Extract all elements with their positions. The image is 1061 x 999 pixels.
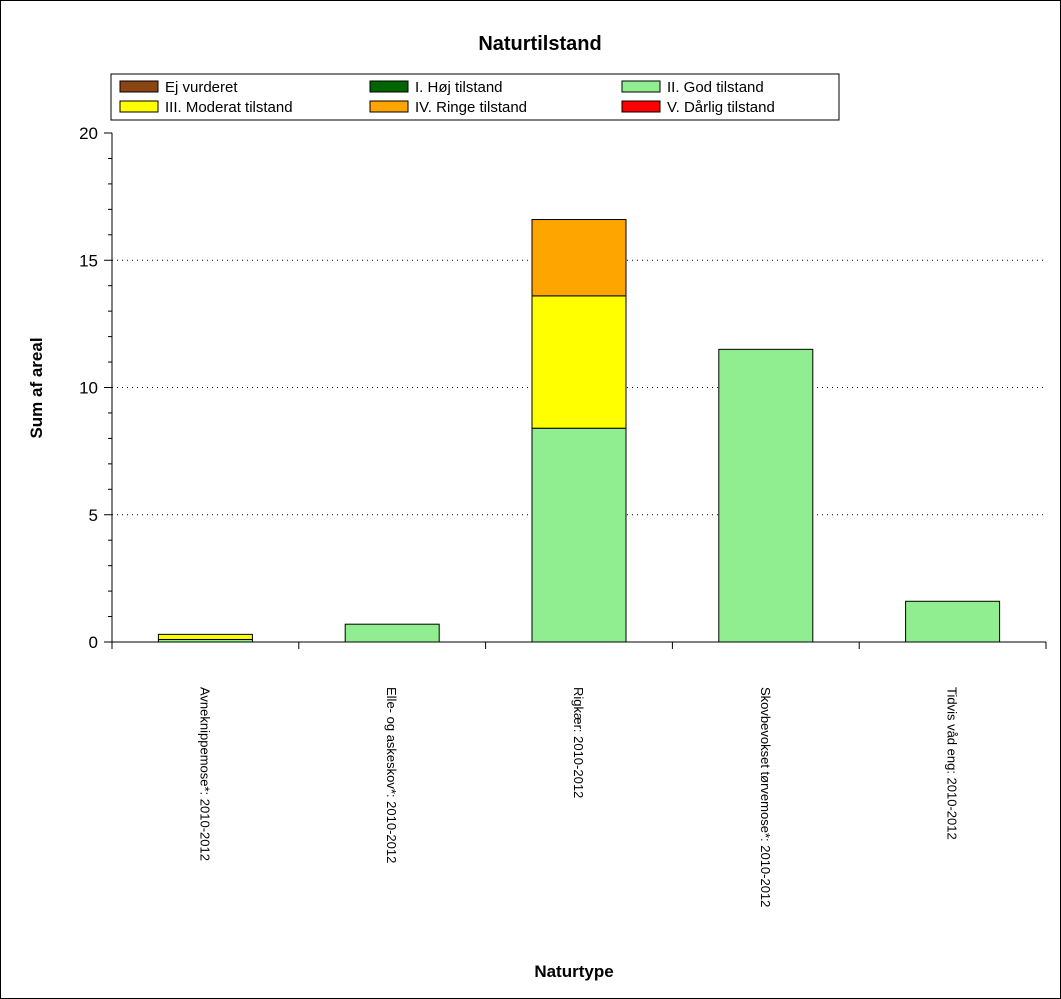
bar-tidvis-vad-eng-2010-2012-ii-god-tilstand (905, 600, 1001, 643)
y-tick-label: 5 (89, 506, 98, 525)
legend-label-v-darlig-tilstand: V. Dårlig tilstand (667, 99, 775, 116)
y-tick-label: 20 (79, 124, 98, 143)
x-category-label: Elle- og askeskov*: 2010-2012 (384, 687, 399, 863)
y-axis-title: Sum af areal (27, 337, 46, 438)
legend-swatch-i-h-j-tilstand (369, 80, 409, 93)
bar-rigk-r-2010-2012-iv-ringe-tilstand (531, 219, 627, 297)
y-tick-label: 0 (89, 633, 98, 652)
bar-rigk-r-2010-2012-ii-god-tilstand (531, 427, 627, 643)
legend-swatch-iv-ringe-tilstand (369, 100, 409, 113)
bars (157, 219, 1001, 643)
bar-rigk-r-2010-2012-iii-moderat-tilstand (531, 295, 627, 429)
x-category-label: Tidvis våd eng: 2010-2012 (945, 687, 960, 840)
x-axis-ticks: Avneknippemose*: 2010-2012 Elle- og askes… (111, 642, 1047, 907)
grid-lines (112, 259, 1046, 516)
y-tick-label: 10 (79, 379, 98, 398)
x-category-label: Skovbevokset tørvemose*: 2010-2012 (758, 687, 773, 907)
legend-label-ii-god-tilstand: II. God tilstand (667, 79, 764, 96)
legend-box (110, 73, 840, 121)
x-category-label: Avneknippemose*: 2010-2012 (197, 687, 212, 861)
legend-swatch-ii-god-tilstand (621, 80, 661, 93)
x-axis-title: Naturtype (534, 962, 613, 981)
legend-swatch-v-darlig-tilstand (621, 100, 661, 113)
y-axis-ticks: 0 5 10 15 20 (79, 124, 112, 652)
bar-elle-og-askeskov-2010-2012-ii-god-tilstand (344, 623, 440, 643)
legend-label-i-h-j-tilstand: I. Høj tilstand (415, 79, 503, 96)
legend-swatch-ej-vurderet (119, 80, 159, 93)
x-category-label: Rigkær: 2010-2012 (571, 687, 586, 798)
bar-skovbevokset-t-rvemose-2010-2012-ii-god-tilstand (718, 348, 814, 643)
chart-title: Naturtilstand (478, 33, 601, 55)
bar-avneknippemose-2010-2012-iii-moderat-tilstand (157, 633, 253, 640)
legend-label-iii-moderat-tilstand: III. Moderat tilstand (165, 99, 293, 116)
legend-swatch-iii-moderat-tilstand (119, 100, 159, 113)
y-tick-label: 15 (79, 251, 98, 270)
legend: Ej vurderet I. Høj tilstand II. God tilsta… (110, 73, 840, 121)
legend-label-iv-ringe-tilstand: IV. Ringe tilstand (415, 99, 527, 116)
legend-label-ej-vurderet: Ej vurderet (165, 79, 238, 96)
